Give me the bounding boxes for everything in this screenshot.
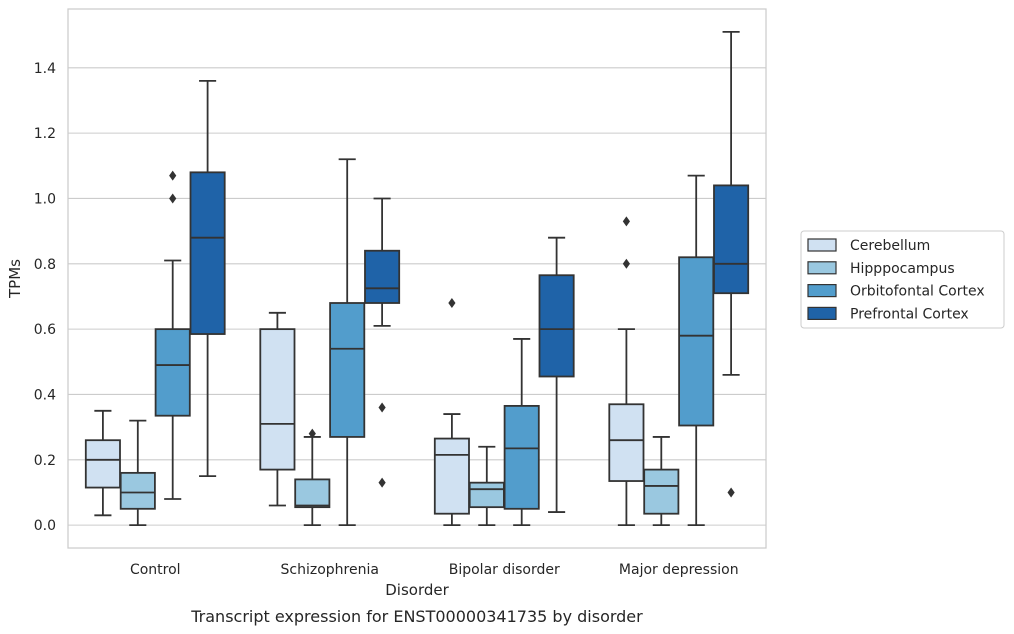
iqr-box	[433, 437, 470, 515]
legend-swatch	[807, 238, 837, 252]
iqr-box	[294, 478, 331, 509]
outlier-marker	[378, 477, 386, 488]
box-cerebellum	[84, 409, 121, 517]
x-tick-label: Control	[130, 562, 181, 578]
box-cerebellum	[433, 298, 470, 527]
box-orbitofontal-cortex	[329, 158, 366, 527]
x-axis-ticks: Control Schizophrenia Bipolar disorder Majo…	[130, 562, 739, 578]
iqr-box	[538, 274, 575, 378]
box-cerebellum	[259, 311, 296, 507]
y-tick-label: 1.4	[34, 61, 56, 77]
box-hipppocampus	[643, 436, 680, 527]
legend-frame	[800, 230, 1005, 329]
y-axis-ticks: 0.0 0.2 0.4 0.6 0.8 1.0 1.2 1.4	[34, 61, 56, 534]
chart-caption: Transcript expression for ENST0000034173…	[190, 607, 643, 626]
y-tick-label: 0.0	[34, 518, 56, 534]
box-hipppocampus	[119, 419, 156, 527]
box-prefrontal-cortex	[189, 79, 226, 478]
x-tick-label: Bipolar disorder	[449, 562, 560, 578]
outlier-marker	[622, 216, 630, 227]
iqr-box	[154, 328, 191, 417]
iqr-box	[468, 481, 505, 509]
iqr-box	[329, 302, 366, 438]
outlier-marker	[448, 298, 456, 308]
legend-swatch	[807, 306, 837, 320]
plot-area	[84, 30, 750, 527]
outlier-marker	[378, 402, 386, 413]
legend-swatch	[807, 284, 837, 298]
iqr-box	[119, 471, 156, 510]
legend-label: Hipppocampus	[850, 261, 955, 277]
y-tick-label: 0.4	[34, 387, 56, 403]
legend-label: Prefrontal Cortex	[850, 306, 969, 322]
outlier-marker	[169, 170, 177, 181]
y-axis-label: TPMs	[6, 259, 24, 299]
outlier-marker	[308, 428, 316, 439]
box-orbitofontal-cortex	[503, 338, 540, 527]
legend-swatch	[807, 261, 837, 275]
box-orbitofontal-cortex	[678, 174, 715, 527]
iqr-box	[713, 184, 750, 295]
y-tick-label: 1.0	[34, 191, 56, 207]
y-tick-label: 1.2	[34, 126, 56, 142]
box-prefrontal-cortex	[538, 236, 575, 513]
iqr-box	[84, 439, 121, 489]
iqr-box	[189, 171, 226, 335]
legend-label: Cerebellum	[850, 238, 930, 254]
box-prefrontal-cortex	[713, 30, 750, 498]
box-hipppocampus	[468, 445, 505, 527]
box-hipppocampus	[294, 428, 331, 527]
iqr-box	[678, 256, 715, 427]
y-tick-label: 0.6	[34, 322, 56, 338]
outlier-marker	[622, 258, 630, 269]
box-cerebellum	[608, 216, 645, 527]
iqr-box	[364, 249, 401, 304]
box-orbitofontal-cortex	[154, 170, 191, 500]
outlier-marker	[727, 487, 735, 498]
iqr-box	[259, 328, 296, 471]
legend: Cerebellum Hipppocampus Orbitofontal Corte…	[800, 230, 1005, 329]
plot-frame	[67, 8, 767, 549]
x-axis-label: Disorder	[385, 581, 449, 599]
box-prefrontal-cortex	[364, 197, 401, 488]
iqr-box	[643, 468, 680, 515]
outlier-marker	[169, 193, 177, 204]
iqr-box	[503, 404, 540, 510]
iqr-box	[608, 403, 645, 482]
y-tick-label: 0.2	[34, 453, 56, 469]
legend-label: Orbitofontal Cortex	[850, 284, 985, 300]
y-tick-label: 0.8	[34, 257, 56, 273]
x-tick-label: Schizophrenia	[281, 562, 379, 578]
x-tick-label: Major depression	[619, 562, 739, 578]
